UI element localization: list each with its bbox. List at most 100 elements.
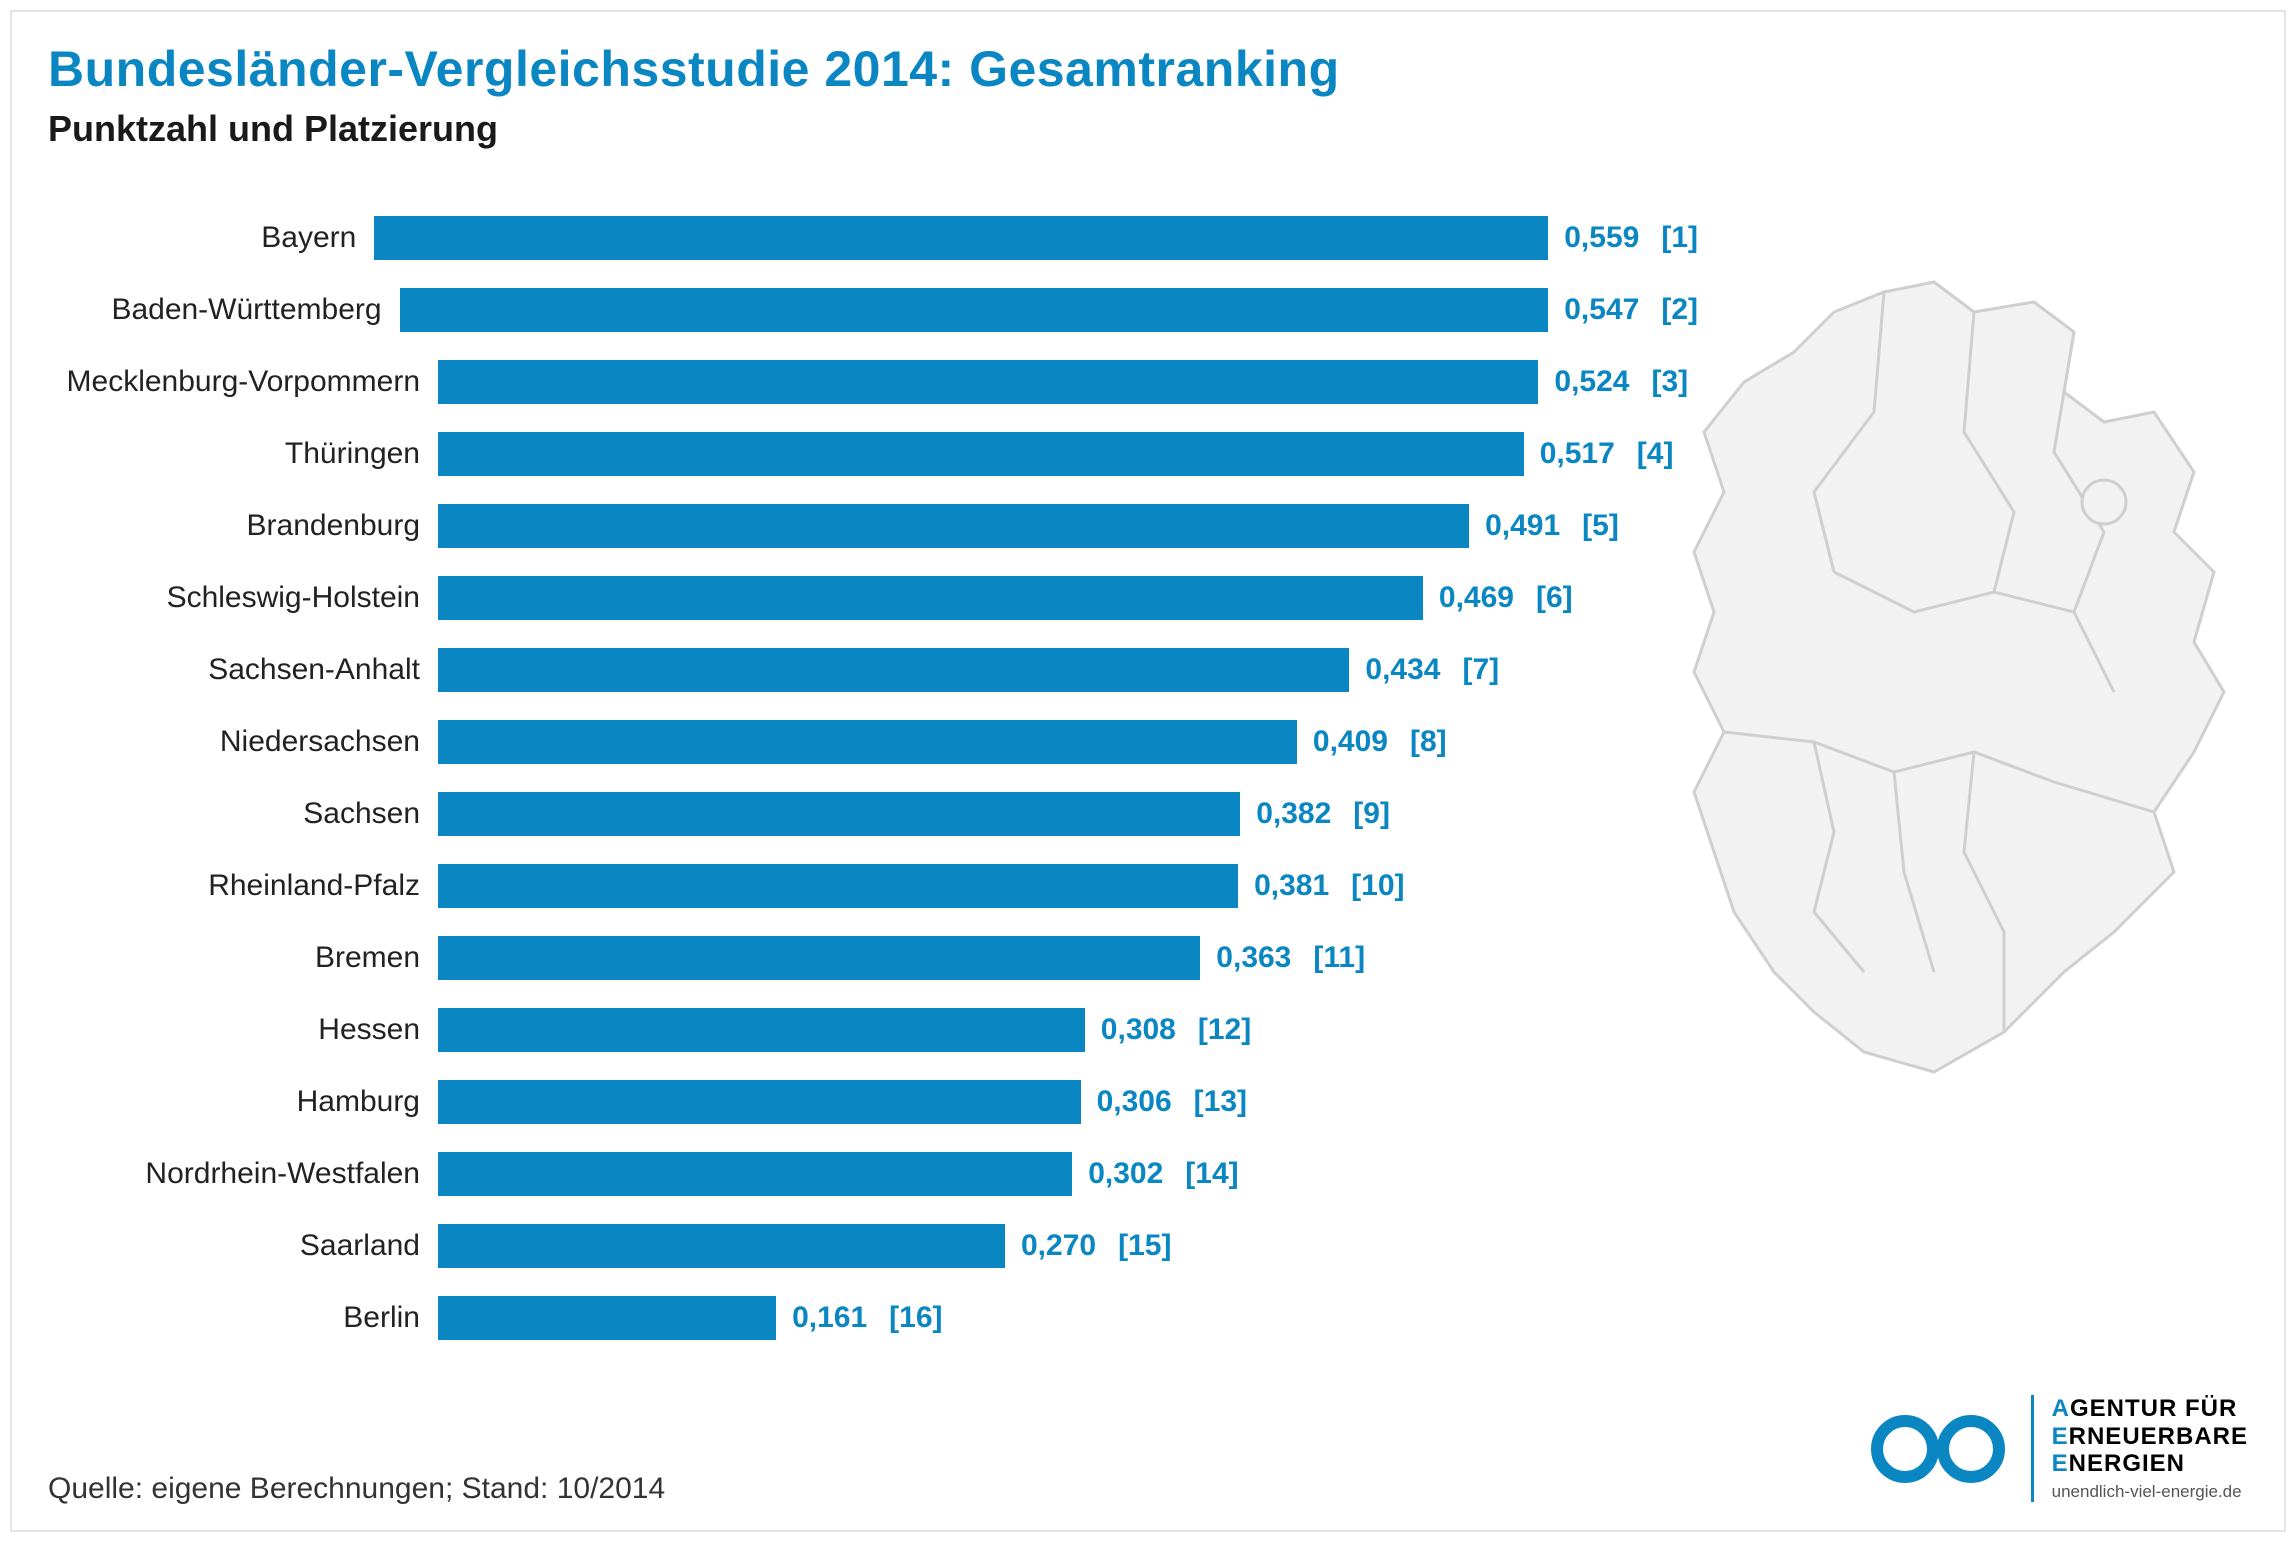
bar-row: Nordrhein-Westfalen 0,302 [14]: [48, 1138, 1698, 1210]
bar-row: Brandenburg 0,491 [5]: [48, 490, 1698, 562]
bar: [438, 864, 1238, 908]
bar-row: Bremen 0,363 [11]: [48, 922, 1698, 994]
page-subtitle: Punktzahl und Platzierung: [48, 108, 498, 150]
bar-row: Sachsen 0,382 [9]: [48, 778, 1698, 850]
bar-area: 0,491 [5]: [438, 504, 1698, 548]
bar-row-label: Rheinland-Pfalz: [48, 869, 438, 903]
bar: [438, 720, 1297, 764]
bar-area: 0,469 [6]: [438, 576, 1698, 620]
bar: [438, 648, 1349, 692]
bar-row: Sachsen-Anhalt 0,434 [7]: [48, 634, 1698, 706]
logo-line1-initial: A: [2052, 1395, 2070, 1422]
bar-row: Schleswig-Holstein 0,469 [6]: [48, 562, 1698, 634]
bar-row-label: Sachsen-Anhalt: [48, 653, 438, 687]
bar-rank-label: [13]: [1194, 1085, 1247, 1119]
bar-row-label: Bremen: [48, 941, 438, 975]
bar-rank-label: [7]: [1462, 653, 1499, 687]
bar-value-label: 0,491: [1485, 509, 1560, 543]
bar-area: 0,409 [8]: [438, 720, 1698, 764]
bar-row: Niedersachsen 0,409 [8]: [48, 706, 1698, 778]
logo-line3-initial: E: [2052, 1450, 2069, 1477]
bar-rank-label: [15]: [1118, 1229, 1171, 1263]
logo-line3-rest: NERGIEN: [2069, 1450, 2185, 1477]
bar-row-label: Thüringen: [48, 437, 438, 471]
bar-value-label: 0,302: [1088, 1157, 1163, 1191]
bar-row-label: Schleswig-Holstein: [48, 581, 438, 615]
bar-area: 0,270 [15]: [438, 1224, 1698, 1268]
bar: [438, 360, 1538, 404]
bar-value-label: 0,547: [1564, 293, 1639, 327]
bar: [438, 504, 1469, 548]
bar-row: Mecklenburg-Vorpommern0,524[3]: [48, 346, 1698, 418]
bar-value-label: 0,308: [1101, 1013, 1176, 1047]
bar-rank-label: [1]: [1661, 221, 1698, 255]
bar: [438, 936, 1200, 980]
bar-area: 0,161 [16]: [438, 1296, 1698, 1340]
page-title: Bundesländer-Vergleichsstudie 2014: Gesa…: [48, 40, 1340, 98]
agency-logo-text: AGENTUR FÜR ERNEUERBARE ENERGIEN unendli…: [2031, 1395, 2248, 1502]
bar: [438, 1152, 1072, 1196]
bar-row: Berlin 0,161 [16]: [48, 1282, 1698, 1354]
bar-area: 0,381[10]: [438, 864, 1698, 908]
bar-area: 0,302 [14]: [438, 1152, 1698, 1196]
chart-frame: Bundesländer-Vergleichsstudie 2014: Gesa…: [10, 10, 2286, 1532]
bar: [438, 792, 1240, 836]
bar: [438, 1224, 1005, 1268]
bar-row-label: Hessen: [48, 1013, 438, 1047]
bar-area: 0,308 [12]: [438, 1008, 1698, 1052]
bar-area: 0,363 [11]: [438, 936, 1698, 980]
bar-area: 0,382 [9]: [438, 792, 1698, 836]
bar-value-label: 0,306: [1097, 1085, 1172, 1119]
logo-subline: unendlich-viel-energie.de: [2052, 1482, 2248, 1502]
bar-row: Rheinland-Pfalz0,381[10]: [48, 850, 1698, 922]
bar-value-label: 0,382: [1256, 797, 1331, 831]
bar-rank-label: [12]: [1198, 1013, 1251, 1047]
logo-line2-initial: E: [2052, 1423, 2069, 1450]
bar-row-label: Brandenburg: [48, 509, 438, 543]
bar-rank-label: [10]: [1351, 869, 1404, 903]
bar: [400, 288, 1549, 332]
bar-row: Saarland0,270[15]: [48, 1210, 1698, 1282]
agency-logo: AGENTUR FÜR ERNEUERBARE ENERGIEN unendli…: [1863, 1395, 2248, 1502]
bar-value-label: 0,434: [1365, 653, 1440, 687]
bar-row-label: Nordrhein-Westfalen: [48, 1157, 438, 1191]
logo-line2-rest: RNEUERBARE: [2069, 1423, 2248, 1450]
bar-row-label: Bayern: [48, 221, 374, 255]
bar-value-label: 0,517: [1540, 437, 1615, 471]
bar-value-label: 0,161: [792, 1301, 867, 1335]
bar: [438, 1008, 1085, 1052]
source-line: Quelle: eigene Berechnungen; Stand: 10/2…: [48, 1472, 665, 1506]
bar-rank-label: [6]: [1536, 581, 1573, 615]
bar: [438, 576, 1423, 620]
bar-area: 0,524[3]: [438, 360, 1698, 404]
bar-value-label: 0,270: [1021, 1229, 1096, 1263]
bar-row-label: Berlin: [48, 1301, 438, 1335]
bar: [438, 1296, 776, 1340]
bar-rank-label: [11]: [1313, 941, 1365, 975]
ranking-bar-chart: Bayern0,559[1]Baden-Württemberg0,547[2]M…: [48, 202, 1698, 1354]
bar-row: Hamburg0,306[13]: [48, 1066, 1698, 1138]
bar-value-label: 0,409: [1313, 725, 1388, 759]
bar-row: Hessen 0,308 [12]: [48, 994, 1698, 1066]
bar: [374, 216, 1548, 260]
bar-area: 0,306 [13]: [438, 1080, 1698, 1124]
bar-row-label: Sachsen: [48, 797, 438, 831]
infinity-icon: [1863, 1409, 2013, 1489]
logo-line1-rest: GENTUR FÜR: [2070, 1395, 2237, 1422]
bar-area: 0,517[4]: [438, 432, 1698, 476]
bar-area: 0,559[1]: [374, 216, 1698, 260]
bar: [438, 432, 1524, 476]
bar-rank-label: [5]: [1582, 509, 1619, 543]
germany-map-silhouette: [1634, 272, 2254, 1092]
bar-rank-label: [16]: [889, 1301, 942, 1335]
bar-row-label: Niedersachsen: [48, 725, 438, 759]
bar-value-label: 0,469: [1439, 581, 1514, 615]
bar-area: 0,434 [7]: [438, 648, 1698, 692]
bar-rank-label: [8]: [1410, 725, 1447, 759]
bar-rank-label: [14]: [1185, 1157, 1238, 1191]
bar-row: Thüringen0,517[4]: [48, 418, 1698, 490]
bar-row: Bayern0,559[1]: [48, 202, 1698, 274]
bar-rank-label: [9]: [1353, 797, 1390, 831]
bar-value-label: 0,363: [1216, 941, 1291, 975]
bar-area: 0,547[2]: [400, 288, 1698, 332]
